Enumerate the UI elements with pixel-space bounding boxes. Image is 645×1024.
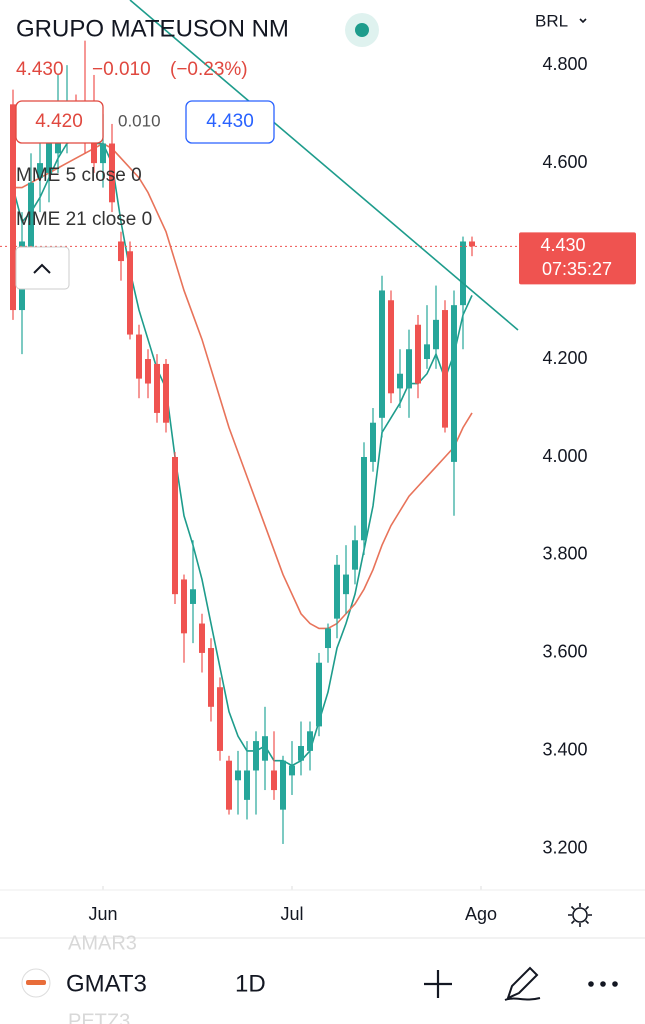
candle-body: [343, 574, 349, 595]
candle-body: [163, 363, 169, 423]
candle-body: [109, 143, 115, 203]
x-tick-label: Jul: [280, 904, 303, 924]
add-icon[interactable]: [424, 970, 452, 998]
candle-body: [208, 648, 214, 707]
candle-body: [28, 182, 34, 252]
candle-body: [406, 349, 412, 389]
candle-body: [460, 241, 466, 306]
y-tick-label: 3.800: [542, 544, 587, 564]
collapse-icon: [33, 263, 51, 274]
countdown: 07:35:27: [542, 259, 612, 279]
x-tick-label: Ago: [465, 904, 497, 924]
candle-body: [388, 300, 394, 394]
dot: [588, 981, 594, 987]
candle-body: [442, 310, 448, 428]
candle-body: [433, 319, 439, 350]
buy-button[interactable]: [185, 100, 275, 144]
price-change: −0.010: [92, 59, 151, 80]
candle-body: [424, 344, 430, 360]
indicator-legend[interactable]: MME 5 close 0: [16, 165, 142, 186]
candle-body: [379, 290, 385, 418]
y-tick-label: 3.400: [542, 740, 587, 760]
candle-body: [316, 662, 322, 727]
candle-body: [118, 241, 124, 262]
price-change-pct: (−0.23%): [170, 59, 248, 80]
y-tick-label: 3.200: [542, 838, 587, 858]
ask-price: 4.430: [206, 111, 254, 132]
candle-body: [469, 241, 475, 247]
more-icon[interactable]: [588, 981, 618, 987]
candle-body: [91, 133, 97, 164]
candle-body: [397, 373, 403, 389]
candle-body: [172, 457, 178, 595]
watchlist-item[interactable]: PETZ3: [68, 1010, 130, 1024]
candle-body: [10, 104, 16, 311]
candle-body: [226, 760, 232, 810]
candle-body: [217, 687, 223, 751]
spread: 0.010: [118, 111, 161, 130]
currency[interactable]: BRL: [535, 11, 568, 30]
candle-body: [100, 143, 106, 164]
watchlist-item[interactable]: AMAR3: [68, 932, 137, 954]
y-tick-label: 4.600: [542, 152, 587, 172]
dot: [612, 981, 618, 987]
interval[interactable]: 1D: [235, 970, 266, 997]
candle-body: [361, 457, 367, 541]
y-tick-label: 4.000: [542, 446, 587, 466]
collapse-button[interactable]: [15, 246, 70, 290]
indicator-legend[interactable]: MME 21 close 0: [16, 209, 152, 230]
candle-body: [190, 589, 196, 604]
settings-icon[interactable]: [568, 903, 592, 927]
candle-body: [199, 623, 205, 653]
draw-icon[interactable]: [504, 966, 541, 1001]
bid-price: 4.420: [35, 111, 83, 132]
status-dot[interactable]: [355, 23, 369, 37]
candle-body: [181, 579, 187, 634]
candle-body: [37, 163, 43, 178]
candle-body: [136, 334, 142, 379]
header-overlay: GRUPO MATEUSON NM BRL 4.430 −0.010 (−0.2…: [15, 11, 587, 290]
candle-body: [280, 760, 286, 810]
moving-average: [13, 142, 473, 630]
gear-teeth: [568, 903, 592, 927]
chart-title: GRUPO MATEUSON NM: [16, 15, 289, 42]
candle-body: [370, 422, 376, 462]
candle-body: [289, 765, 295, 776]
candle-body: [307, 731, 313, 751]
candle-body: [235, 770, 241, 781]
candle-body: [46, 138, 52, 173]
candle-body: [145, 359, 151, 384]
last-price-label: 4.430: [540, 235, 585, 255]
y-tick-label: 4.800: [542, 54, 587, 74]
x-tick-label: Jun: [88, 904, 117, 924]
candle-body: [352, 540, 358, 570]
gear-ring: [572, 907, 588, 923]
y-tick-label: 4.200: [542, 348, 587, 368]
sell-button[interactable]: [15, 100, 104, 144]
candle-body: [253, 741, 259, 771]
candle-body: [415, 324, 421, 384]
candle-body: [298, 745, 304, 761]
symbol[interactable]: GMAT3: [66, 970, 147, 997]
last-price-box: [519, 232, 636, 285]
candle-body: [334, 564, 340, 619]
currency-caret: [579, 18, 587, 24]
trend-line: [129, 0, 519, 331]
logo-mark: [26, 980, 46, 985]
dot: [600, 981, 606, 987]
candle-body: [154, 363, 160, 413]
last-price: 4.430: [16, 59, 64, 80]
candle-body: [325, 628, 331, 649]
candle-body: [262, 736, 268, 761]
candle-body: [271, 770, 277, 791]
candle-body: [451, 305, 457, 462]
candle-body: [244, 770, 250, 800]
y-tick-label: 3.600: [542, 642, 587, 662]
candle-body: [127, 251, 133, 335]
